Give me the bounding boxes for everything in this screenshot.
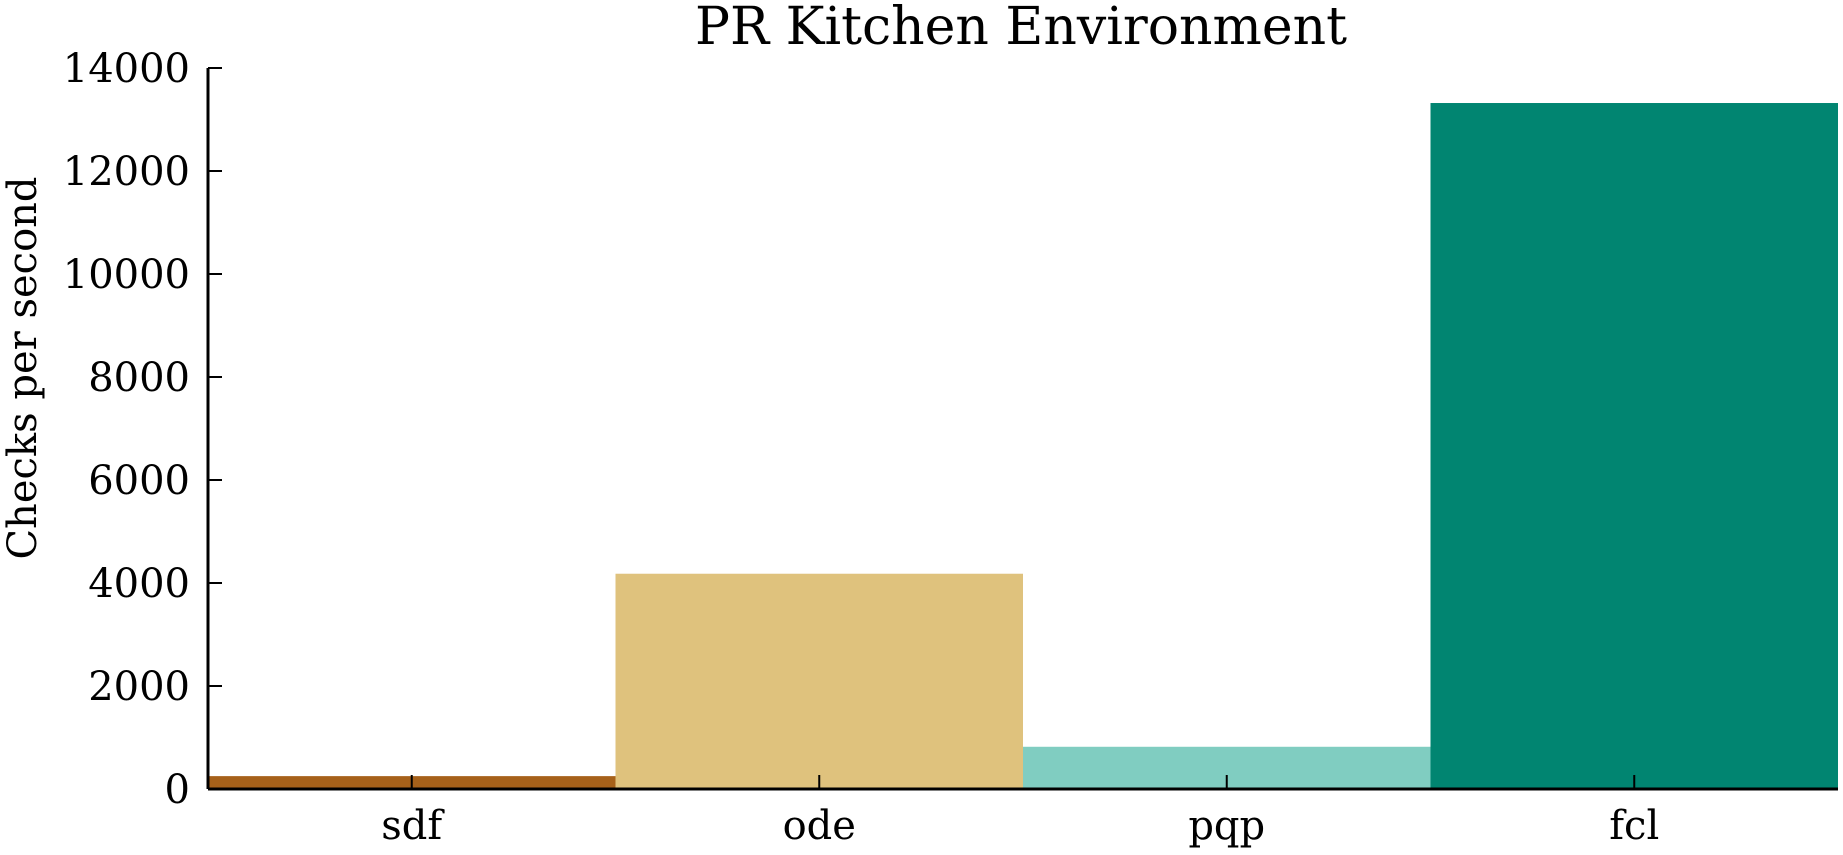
x-tick-label-fcl: fcl: [1609, 803, 1659, 849]
x-tick-label-ode: ode: [783, 803, 856, 849]
y-tick-label: 6000: [88, 458, 190, 504]
bars-group: [208, 103, 1838, 789]
y-tick-label: 4000: [88, 561, 190, 607]
y-ticks-group: 0 2000 4000 6000 8000 10000 12000 14000: [63, 46, 222, 813]
x-tick-label-sdf: sdf: [381, 803, 445, 849]
y-tick-label: 10000: [63, 252, 190, 298]
y-tick-label: 8000: [88, 355, 190, 401]
chart-title: PR Kitchen Environment: [695, 0, 1347, 57]
bar-ode: [615, 573, 1023, 789]
y-axis-label: Checks per second: [0, 176, 46, 559]
bar-fcl: [1430, 103, 1838, 789]
y-tick-label: 12000: [63, 149, 190, 195]
x-ticks-group: sdf ode pqp fcl: [381, 775, 1659, 849]
x-tick-label-pqp: pqp: [1188, 803, 1265, 849]
y-tick-label: 0: [165, 767, 190, 813]
y-tick-label: 14000: [63, 46, 190, 92]
y-tick-label: 2000: [88, 664, 190, 710]
